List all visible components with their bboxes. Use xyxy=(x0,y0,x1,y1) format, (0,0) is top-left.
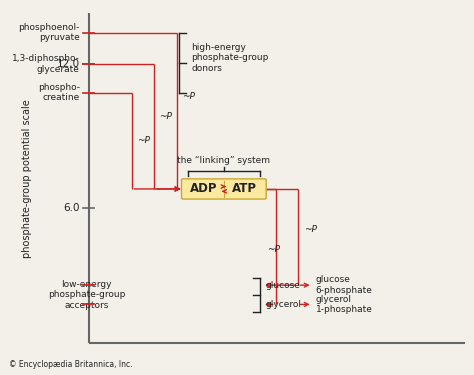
Text: © Encyclopædia Britannica, Inc.: © Encyclopædia Britannica, Inc. xyxy=(9,360,133,369)
Text: ~P: ~P xyxy=(267,244,281,254)
Text: phosphate-group potential scale: phosphate-group potential scale xyxy=(22,99,32,258)
Text: ~P: ~P xyxy=(303,225,317,234)
Text: glycerol
1-phosphate: glycerol 1-phosphate xyxy=(316,295,373,314)
Text: 6.0: 6.0 xyxy=(63,203,80,213)
Text: ~P: ~P xyxy=(137,136,150,146)
Text: low-energy
phosphate-group
acceptors: low-energy phosphate-group acceptors xyxy=(48,280,125,310)
Text: 1,3-diphospho-
glycerate: 1,3-diphospho- glycerate xyxy=(12,54,80,74)
Text: ADP: ADP xyxy=(190,183,218,195)
Text: ~P: ~P xyxy=(159,112,173,121)
Text: ~P: ~P xyxy=(182,92,195,101)
Text: ATP: ATP xyxy=(232,183,256,195)
Text: phosphoenol-
pyruvate: phosphoenol- pyruvate xyxy=(18,23,80,42)
FancyBboxPatch shape xyxy=(182,179,266,199)
Text: high-energy
phosphate-group
donors: high-energy phosphate-group donors xyxy=(191,43,269,73)
Text: the “linking” system: the “linking” system xyxy=(177,156,270,165)
Text: 12.0: 12.0 xyxy=(56,59,80,69)
Text: phospho-
creatine: phospho- creatine xyxy=(38,83,80,102)
Text: glycerol: glycerol xyxy=(265,300,301,309)
Text: glucose: glucose xyxy=(265,280,300,290)
Text: glucose
6-phosphate: glucose 6-phosphate xyxy=(316,276,373,295)
